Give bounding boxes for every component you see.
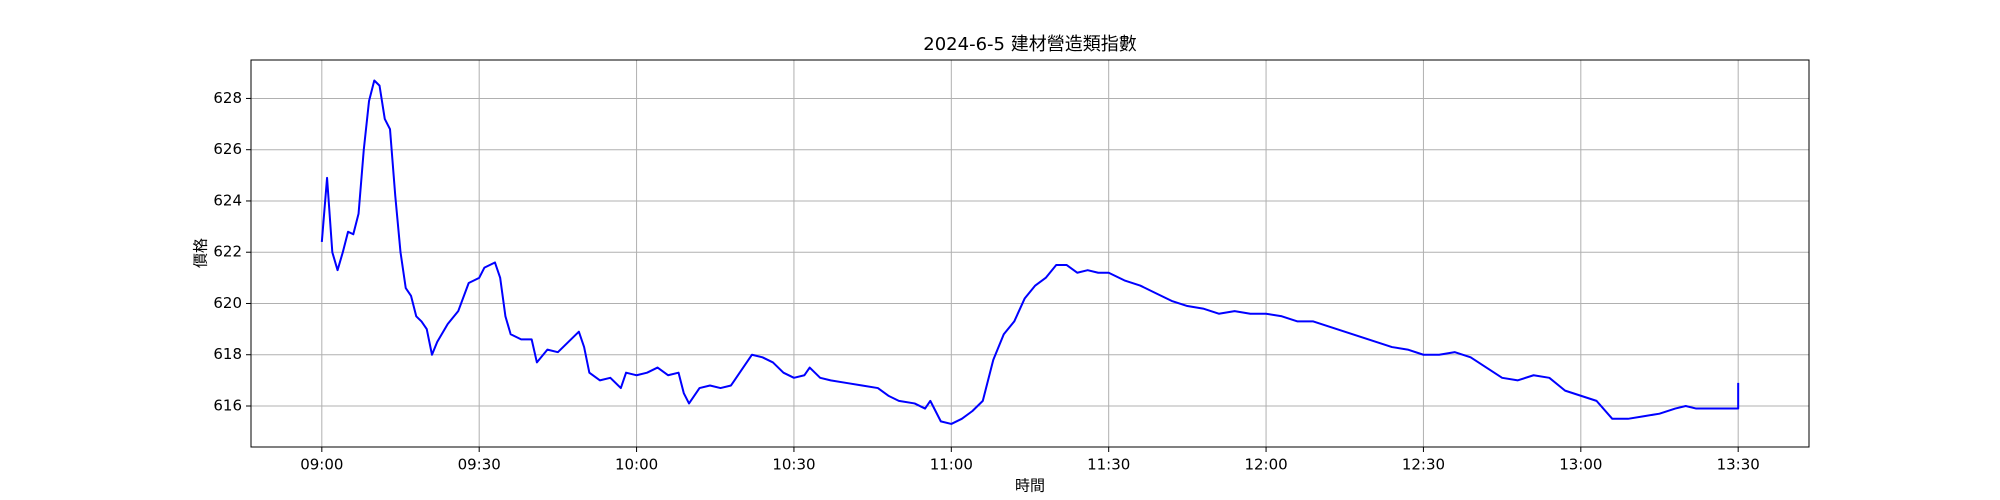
x-tick-label: 10:00 (615, 456, 658, 474)
y-tick-label: 628 (213, 89, 242, 107)
y-axis-label: 價格 (192, 238, 210, 268)
y-tick-label: 620 (213, 294, 242, 312)
x-tick-label: 09:30 (458, 456, 501, 474)
x-tick-label: 13:00 (1559, 456, 1602, 474)
x-tick-label: 11:00 (930, 456, 973, 474)
chart-title: 2024-6-5 建材營造類指數 (923, 34, 1136, 55)
data-line (320, 79, 1740, 425)
y-tick-label: 618 (213, 345, 242, 363)
x-tick-label: 12:00 (1244, 456, 1287, 474)
x-tick-label: 13:30 (1717, 456, 1760, 474)
x-tick-label: 10:30 (772, 456, 815, 474)
y-tick-label: 616 (213, 396, 242, 414)
y-tick-label: 624 (213, 191, 242, 209)
x-tick-label: 11:30 (1087, 456, 1130, 474)
y-tick-label: 626 (213, 140, 242, 158)
x-tick-label: 12:30 (1402, 456, 1445, 474)
x-tick-label: 09:00 (300, 456, 343, 474)
y-tick-label: 622 (213, 243, 242, 261)
plot-frame (250, 59, 1810, 448)
x-axis-label: 時間 (1015, 477, 1045, 495)
